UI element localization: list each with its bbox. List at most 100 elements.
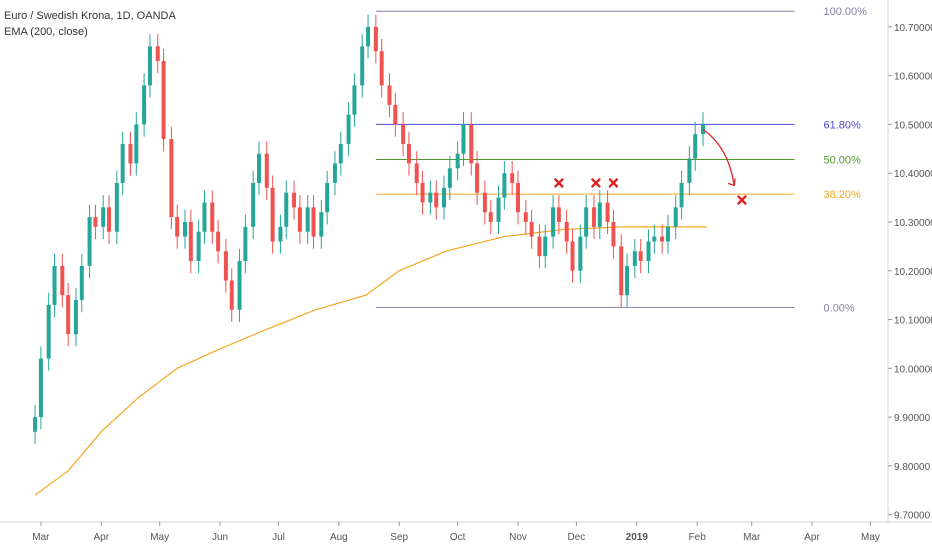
x-tick-label: Apr bbox=[93, 532, 109, 543]
candle-body bbox=[660, 236, 665, 242]
candle-body bbox=[147, 46, 152, 86]
candle-body bbox=[679, 182, 684, 208]
candle-body bbox=[216, 231, 221, 252]
fib-label: 50.00% bbox=[824, 155, 862, 167]
candle-body bbox=[87, 217, 92, 266]
candle-body bbox=[591, 207, 596, 227]
fib-label: 61.80% bbox=[824, 119, 862, 131]
y-tick-label: 9.70000 bbox=[894, 511, 931, 522]
candle-body bbox=[223, 251, 228, 281]
candle-body bbox=[401, 124, 406, 144]
candle-body bbox=[319, 212, 324, 237]
candle-body bbox=[52, 265, 57, 305]
candle-body bbox=[161, 60, 166, 140]
candle-body bbox=[652, 236, 657, 242]
x-tick-label: May bbox=[861, 532, 880, 543]
x-tick-label: Jul bbox=[272, 532, 285, 543]
ema-line bbox=[34, 226, 707, 496]
candle-body bbox=[120, 143, 125, 183]
candle-body bbox=[251, 182, 256, 227]
candle-body bbox=[379, 51, 384, 86]
candle-body bbox=[442, 187, 446, 208]
candle-body bbox=[264, 153, 269, 188]
x-tick-label: Mar bbox=[743, 532, 761, 543]
candle-body bbox=[66, 295, 71, 335]
candle-body bbox=[338, 143, 343, 164]
candle-body bbox=[305, 207, 310, 232]
candle-body bbox=[578, 236, 583, 271]
candle-body bbox=[257, 153, 261, 183]
candle-body bbox=[196, 231, 201, 261]
candle-body bbox=[605, 202, 610, 222]
candle-body bbox=[325, 182, 330, 213]
fibonacci-retracement: 100.00% 61.80% 50.00% 38.20% 0.00% bbox=[375, 6, 868, 314]
candle-body bbox=[169, 139, 174, 218]
candle-body bbox=[202, 202, 207, 232]
y-tick-label: 10.10000 bbox=[894, 316, 932, 327]
candle-body bbox=[101, 207, 106, 227]
candle-body bbox=[188, 221, 193, 261]
candle-body bbox=[510, 173, 515, 183]
x-tick-label: Apr bbox=[804, 532, 820, 543]
candle-body bbox=[611, 221, 616, 247]
price-axis-bg bbox=[888, 0, 932, 550]
y-tick-label: 10.60000 bbox=[894, 72, 932, 83]
y-tick-label: 10.70000 bbox=[894, 23, 932, 34]
y-tick-label: 9.80000 bbox=[894, 462, 931, 473]
candle-body bbox=[387, 85, 392, 105]
x-tick-label: Feb bbox=[689, 532, 707, 543]
candle-body bbox=[455, 153, 460, 169]
time-axis-bg bbox=[0, 522, 932, 550]
candle-body bbox=[38, 358, 43, 418]
candle-body bbox=[406, 143, 411, 164]
candle-body bbox=[516, 182, 520, 213]
candle-body bbox=[332, 163, 337, 183]
candle-body bbox=[373, 26, 378, 52]
candle-body bbox=[693, 134, 698, 159]
candle-body bbox=[175, 217, 180, 237]
candle-body bbox=[556, 207, 561, 222]
y-tick-label: 10.30000 bbox=[894, 218, 932, 229]
y-tick-label: 10.00000 bbox=[894, 364, 932, 375]
candle-body bbox=[297, 207, 302, 232]
candle-body bbox=[210, 202, 215, 232]
candle-body bbox=[529, 221, 534, 237]
candle-body bbox=[155, 46, 160, 61]
candle-body bbox=[414, 163, 419, 183]
candle-body bbox=[701, 124, 705, 135]
fib-label: 100.00% bbox=[824, 6, 868, 18]
candle-body bbox=[665, 226, 670, 242]
indicator-label: EMA (200, close) bbox=[4, 26, 88, 38]
candle-body bbox=[270, 187, 275, 242]
candle-body bbox=[278, 226, 283, 242]
candle-body bbox=[134, 124, 139, 164]
candle-body bbox=[60, 265, 65, 296]
fib-label: 0.00% bbox=[824, 302, 855, 314]
candle-body bbox=[366, 26, 371, 47]
chart-legend: Euro / Swedish Krona, 1D, OANDA EMA (200… bbox=[4, 8, 176, 40]
candle-body bbox=[646, 241, 651, 261]
x-mark bbox=[737, 195, 747, 205]
candle-body bbox=[243, 226, 248, 261]
x-tick-label: May bbox=[150, 532, 169, 543]
candle-body bbox=[352, 85, 357, 115]
candle-body bbox=[428, 192, 433, 203]
candle-body bbox=[584, 207, 589, 237]
x-tick-label: Aug bbox=[330, 532, 348, 543]
annotations bbox=[554, 128, 747, 205]
candle-body bbox=[292, 192, 297, 208]
x-tick-label: Sep bbox=[390, 532, 408, 543]
candle-body bbox=[142, 85, 147, 125]
candle-body bbox=[447, 168, 452, 188]
candle-body bbox=[632, 251, 637, 266]
candle-body bbox=[393, 104, 398, 125]
candle-body bbox=[502, 173, 507, 198]
x-mark bbox=[608, 178, 619, 188]
candle-body bbox=[597, 202, 602, 227]
candle-body bbox=[619, 246, 624, 296]
x-tick-label: 2019 bbox=[626, 532, 649, 543]
candle-body bbox=[46, 304, 51, 359]
candle-body bbox=[537, 236, 542, 257]
fib-label: 38.20% bbox=[824, 189, 862, 201]
